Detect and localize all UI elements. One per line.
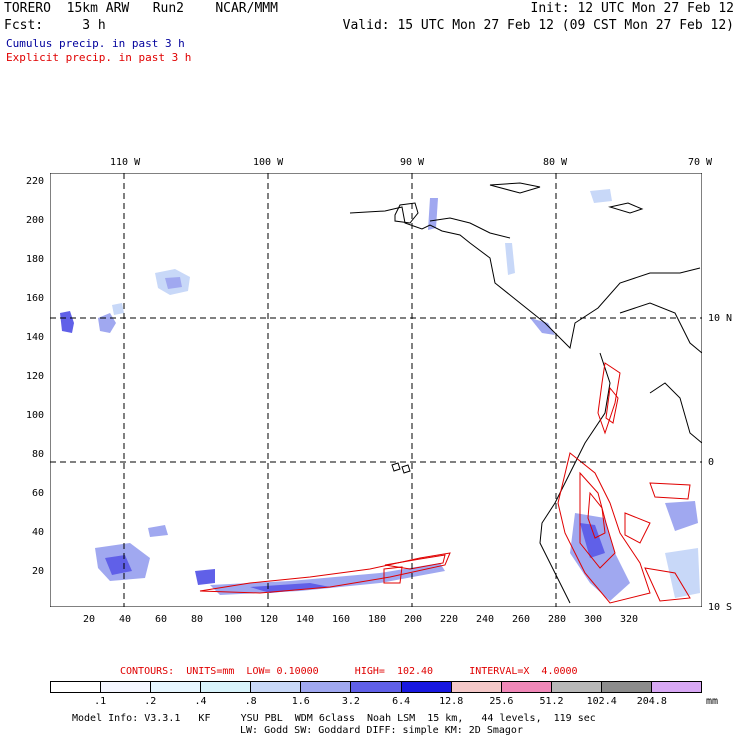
colorbar-label: 51.2 (539, 696, 564, 707)
colorbar-label: 3.2 (341, 696, 360, 707)
colorbar-label: 1.6 (291, 696, 310, 707)
colorbar-labels: .1 .2 .4 .8 1.6 3.2 6.4 12.8 25.6 51.2 1… (50, 696, 702, 708)
colorbar-label: 25.6 (489, 696, 514, 707)
bottom-tick-220: 220 (440, 614, 459, 625)
colorbar-bin (501, 682, 552, 692)
colorbar-bin (201, 682, 252, 692)
valid-time: Valid: 15 UTC Mon 27 Feb 12 (09 CST Mon … (342, 18, 734, 33)
colorbar-label: 204.8 (636, 696, 667, 707)
colorbar-bin (101, 682, 152, 692)
model-info-line2: LW: Godd SW: Goddard DIFF: simple KM: 2D… (240, 725, 523, 736)
lon-label-110w: 110 W (110, 157, 141, 168)
coastlines (349, 182, 703, 604)
lat-label-eq: 0 (708, 457, 715, 468)
colorbar-bin (301, 682, 352, 692)
bottom-tick-320: 320 (620, 614, 639, 625)
colorbar-unit: mm (706, 696, 719, 707)
left-tick-120: 120 (26, 371, 45, 382)
bottom-tick-200: 200 (404, 614, 423, 625)
colorbar-bin (151, 682, 202, 692)
bottom-tick-100: 100 (224, 614, 243, 625)
model-info-line1: Model Info: V3.3.1 KF YSU PBL WDM 6class… (72, 713, 596, 724)
header-title: TORERO 15km ARW Run2 NCAR/MMM (4, 1, 278, 16)
left-tick-180: 180 (26, 254, 45, 265)
colorbar-label: .1 (94, 696, 107, 707)
bottom-tick-60: 60 (155, 614, 168, 625)
lon-label-90w: 90 W (400, 157, 425, 168)
bottom-tick-120: 120 (260, 614, 279, 625)
colorbar-label: .4 (194, 696, 207, 707)
colorbar-label: 12.8 (439, 696, 464, 707)
map-canvas (49, 172, 703, 608)
lat-label-10s: 10 S (708, 602, 733, 613)
colorbar-label: .8 (244, 696, 257, 707)
colorbar-bin (651, 682, 702, 692)
bottom-tick-80: 80 (191, 614, 204, 625)
contours-info: CONTOURS: UNITS=mm LOW= 0.10000 HIGH= 10… (120, 666, 578, 677)
colorbar-bin (351, 682, 402, 692)
colorbar-bin (401, 682, 452, 692)
bottom-tick-260: 260 (512, 614, 531, 625)
init-time: Init: 12 UTC Mon 27 Feb 12 (530, 1, 735, 16)
lat-label-10n: 10 N (708, 313, 733, 324)
colorbar-label: 102.4 (586, 696, 617, 707)
colorbar-label: .2 (144, 696, 157, 707)
colorbar-label: 6.4 (392, 696, 411, 707)
legend-explicit: Explicit precip. in past 3 h (6, 51, 192, 64)
lon-label-80w: 80 W (543, 157, 568, 168)
colorbar (50, 681, 702, 693)
left-tick-100: 100 (26, 410, 45, 421)
left-tick-200: 200 (26, 215, 45, 226)
left-tick-80: 80 (32, 449, 45, 460)
bottom-tick-160: 160 (332, 614, 351, 625)
bottom-tick-240: 240 (476, 614, 495, 625)
legend-cumulus: Cumulus precip. in past 3 h (6, 37, 185, 50)
colorbar-bin (51, 682, 102, 692)
colorbar-bin (601, 682, 652, 692)
bottom-tick-280: 280 (548, 614, 567, 625)
left-tick-160: 160 (26, 293, 45, 304)
bottom-tick-140: 140 (296, 614, 315, 625)
lon-label-70w: 70 W (688, 157, 713, 168)
colorbar-bin (251, 682, 302, 692)
colorbar-bin (451, 682, 502, 692)
precip-map (49, 172, 703, 608)
bottom-tick-20: 20 (83, 614, 96, 625)
explicit-precip-contours (199, 362, 691, 604)
left-tick-60: 60 (32, 488, 45, 499)
left-tick-20: 20 (32, 566, 45, 577)
lat-lon-grid (50, 173, 702, 607)
bottom-tick-40: 40 (119, 614, 132, 625)
left-tick-40: 40 (32, 527, 45, 538)
left-tick-140: 140 (26, 332, 45, 343)
forecast-hour: Fcst: 3 h (4, 18, 106, 33)
bottom-tick-300: 300 (584, 614, 603, 625)
cumulus-precip-areas (60, 189, 700, 601)
colorbar-bin (551, 682, 602, 692)
lon-label-100w: 100 W (253, 157, 284, 168)
left-tick-220: 220 (26, 176, 45, 187)
bottom-tick-180: 180 (368, 614, 387, 625)
